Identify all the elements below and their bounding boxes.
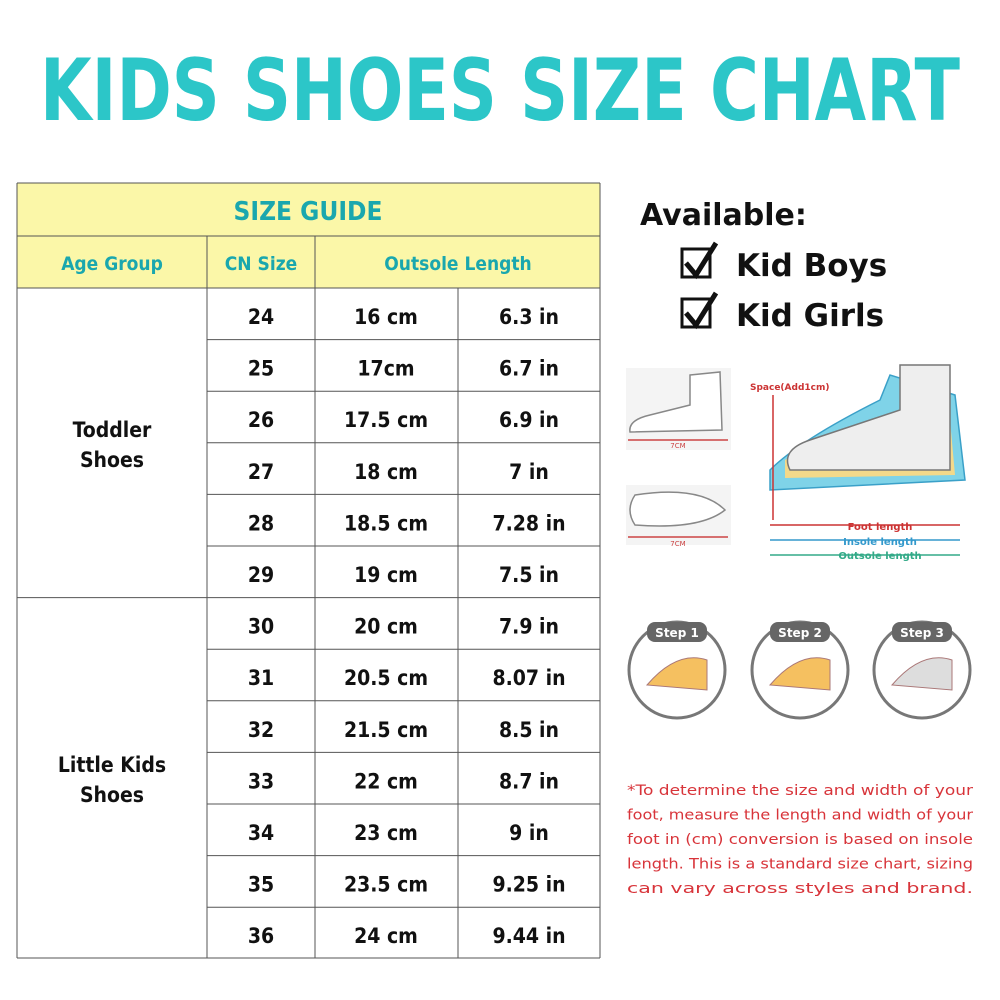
group-label: Toddler	[73, 418, 152, 442]
column-header: Outsole Length	[384, 253, 531, 275]
available-title: Available:	[640, 198, 807, 233]
column-header: Age Group	[61, 253, 163, 275]
cell: 7.5 in	[499, 563, 559, 587]
sole-label: 7CM	[670, 540, 685, 548]
step-foot	[645, 657, 708, 691]
sole-label: 7CM	[670, 442, 685, 450]
cell: 29	[248, 563, 274, 587]
space-label: Space(Add1cm)	[750, 383, 830, 393]
cell: 20 cm	[354, 615, 418, 639]
cell: 18 cm	[354, 460, 418, 484]
outsole-length: Outsole length	[838, 551, 921, 562]
cell: 32	[248, 718, 274, 742]
group-label: Shoes	[80, 448, 144, 472]
cell: 25	[248, 357, 274, 381]
cell: 33	[248, 769, 274, 793]
checkmark	[684, 241, 719, 280]
cell: 8.5 in	[499, 718, 559, 742]
cell: 26	[248, 408, 274, 432]
size-table: SIZE GUIDE Age Group CN Size Outsole Length…	[16, 182, 601, 959]
group-label: Little Kids	[58, 753, 166, 777]
cell: 8.7 in	[499, 769, 559, 793]
cell: 17.5 cm	[344, 408, 428, 432]
step-tab	[770, 622, 830, 642]
note-line: foot, measure the length and width of yo…	[627, 808, 973, 824]
note-line: foot in (cm) conversion is based on inso…	[627, 832, 973, 848]
cell: 7.28 in	[492, 511, 565, 535]
step-foot	[768, 657, 831, 691]
foot-length: Foot length	[848, 522, 913, 533]
step-label: Step 1	[655, 626, 699, 640]
cell: 9.44 in	[492, 924, 565, 948]
step-tab	[647, 622, 707, 642]
group-label: Shoes	[80, 783, 144, 807]
cell: 23 cm	[354, 821, 418, 845]
cell: 18.5 cm	[344, 511, 428, 535]
cell: 30	[248, 615, 274, 639]
cell: 27	[248, 460, 274, 484]
cell: 24	[248, 305, 274, 329]
cell: 7 in	[509, 460, 549, 484]
cell: 28	[248, 511, 274, 535]
note-line: *To determine the size and width of your	[627, 783, 973, 799]
cell: 31	[248, 666, 274, 690]
cell: 6.3 in	[499, 305, 559, 329]
cell: 34	[248, 821, 274, 845]
step-tab	[892, 622, 952, 642]
cell: 36	[248, 924, 274, 948]
cell: 16 cm	[354, 305, 418, 329]
cell: 9.25 in	[492, 873, 565, 897]
cell: 7.9 in	[499, 615, 559, 639]
note-line: can vary across styles and brand.	[627, 881, 973, 897]
checkmark	[684, 291, 719, 330]
insole-length: Insole length	[843, 537, 917, 548]
cell: 19 cm	[354, 563, 418, 587]
available-item: Kid Boys	[736, 248, 887, 284]
cell: 20.5 cm	[344, 666, 428, 690]
title: KIDS SHOES SIZE CHART	[40, 41, 960, 141]
cell: 21.5 cm	[344, 718, 428, 742]
cell: 8.07 in	[492, 666, 565, 690]
cell: 23.5 cm	[344, 873, 428, 897]
foot-diagram	[626, 364, 966, 556]
cell: 22 cm	[354, 769, 418, 793]
cell: 6.7 in	[499, 357, 559, 381]
available-item: Kid Girls	[736, 298, 884, 334]
step-label: Step 2	[778, 626, 822, 640]
table-caption: SIZE GUIDE	[234, 197, 383, 227]
cell: 17cm	[357, 357, 414, 381]
cell: 6.9 in	[499, 408, 559, 432]
cell: 9 in	[509, 821, 549, 845]
step-foot	[890, 657, 953, 691]
note-line: length. This is a standard size chart, s…	[627, 857, 973, 873]
step-label: Step 3	[900, 626, 944, 640]
column-header: CN Size	[225, 253, 298, 275]
cell: 35	[248, 873, 274, 897]
cell: 24 cm	[354, 924, 418, 948]
